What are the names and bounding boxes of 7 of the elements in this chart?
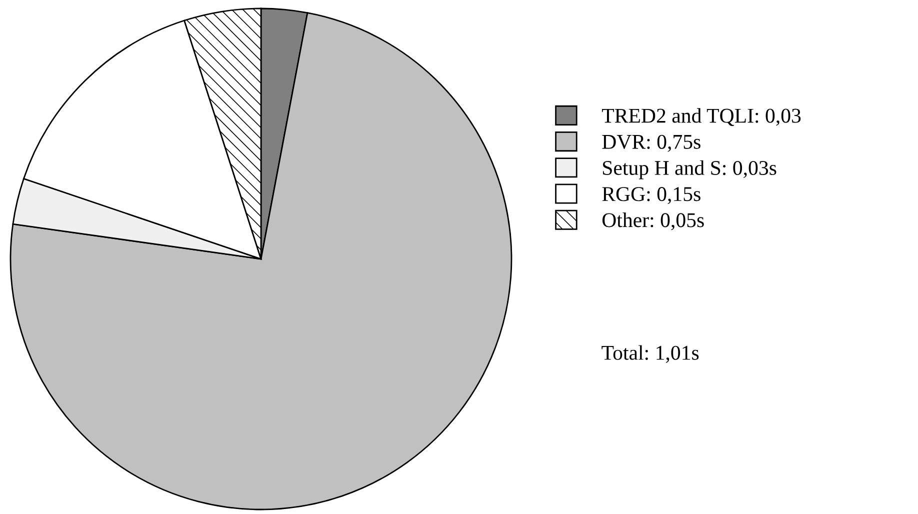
legend-label: Setup H and S: 0,03s bbox=[603, 160, 776, 180]
legend-label: RGG: 0,15s bbox=[602, 187, 700, 204]
text: Total: 1,01s bbox=[602, 345, 699, 363]
legend-label: Other: 0,05s bbox=[602, 212, 704, 230]
legend-label: DVR: 0,75s bbox=[602, 134, 700, 152]
legend-label: TRED2 and TQLI: 0,03 bbox=[602, 108, 801, 126]
pie-slice bbox=[10, 12, 512, 510]
